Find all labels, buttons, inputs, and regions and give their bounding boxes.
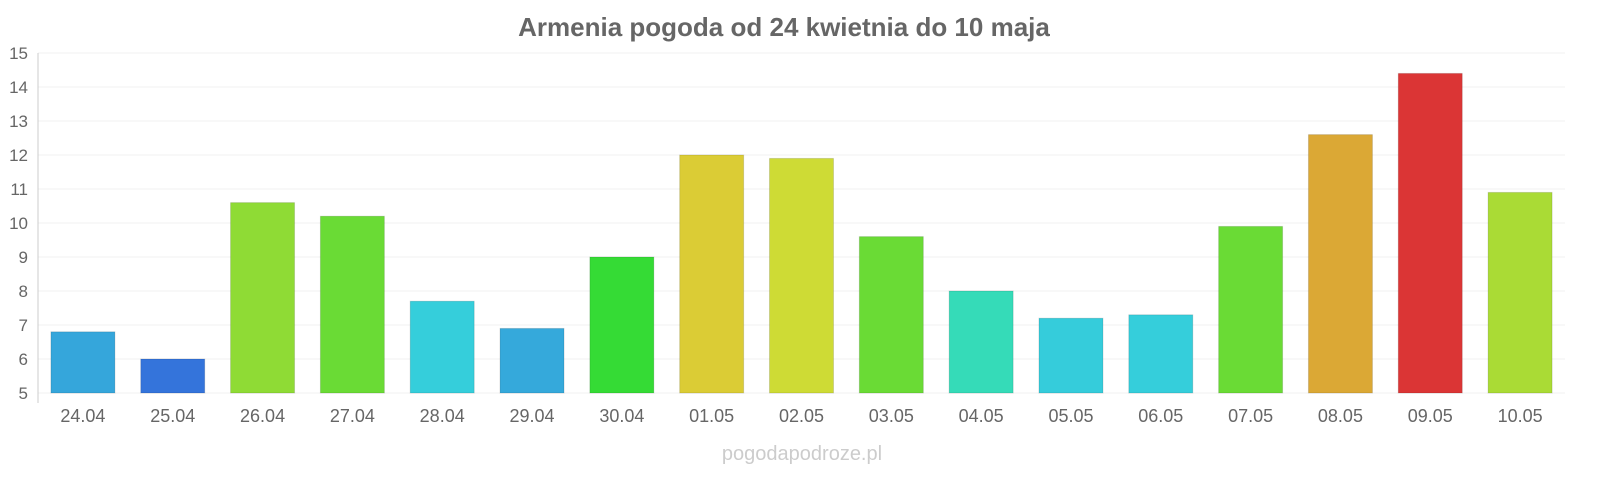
y-tick-label: 12	[9, 146, 28, 165]
x-tick-label: 08.05	[1318, 406, 1363, 426]
bar-09.05	[1397, 72, 1463, 394]
x-tick-label: 10.05	[1498, 406, 1543, 426]
bar-24.04	[50, 331, 116, 394]
bar-03.05	[858, 236, 924, 394]
y-tick-label: 10	[9, 214, 28, 233]
bar-26.04	[230, 202, 296, 394]
x-tick-label: 06.05	[1138, 406, 1183, 426]
x-tick-label: 30.04	[599, 406, 644, 426]
x-tick-label: 25.04	[150, 406, 195, 426]
bar-25.04	[140, 358, 206, 394]
y-tick-label: 7	[19, 316, 28, 335]
chart-title: Armenia pogoda od 24 kwietnia do 10 maja	[518, 12, 1050, 42]
bar-10.05	[1487, 191, 1553, 394]
bar-29.04	[499, 327, 565, 394]
bar-30.04	[589, 256, 655, 394]
bar-07.05	[1218, 225, 1284, 394]
bars	[50, 72, 1553, 394]
x-tick-label: 01.05	[689, 406, 734, 426]
x-tick-label: 04.05	[959, 406, 1004, 426]
x-tick-label: 28.04	[420, 406, 465, 426]
y-tick-label: 6	[19, 350, 28, 369]
x-axis-ticks: 24.04 25.04 26.04 27.04 28.04 29.04 30.04 01.05…	[60, 406, 1542, 426]
x-tick-label: 09.05	[1408, 406, 1453, 426]
bar-04.05	[948, 290, 1014, 394]
y-tick-label: 9	[19, 248, 28, 267]
x-tick-label: 26.04	[240, 406, 285, 426]
footer-watermark: pogodapodroze.pl	[722, 443, 882, 465]
x-tick-label: 05.05	[1048, 406, 1093, 426]
x-tick-label: 24.04	[60, 406, 105, 426]
y-axis-ticks: 5 6 7 8 9 10 11 12 13 14 15	[9, 44, 28, 403]
bar-27.04	[319, 215, 385, 394]
y-tick-label: 8	[19, 282, 28, 301]
y-tick-label: 13	[9, 112, 28, 131]
bar-28.04	[409, 300, 475, 394]
x-tick-label: 03.05	[869, 406, 914, 426]
y-tick-label: 15	[9, 44, 28, 63]
bar-05.05	[1038, 317, 1104, 394]
bar-01.05	[679, 154, 745, 394]
bar-08.05	[1307, 134, 1373, 394]
bar-02.05	[769, 157, 834, 394]
x-tick-label: 27.04	[330, 406, 375, 426]
x-tick-label: 07.05	[1228, 406, 1273, 426]
bar-06.05	[1128, 314, 1194, 394]
y-tick-label: 5	[19, 384, 28, 403]
x-tick-label: 29.04	[510, 406, 555, 426]
y-tick-label: 11	[10, 180, 28, 199]
y-tick-label: 14	[9, 78, 28, 97]
x-tick-label: 02.05	[779, 406, 824, 426]
